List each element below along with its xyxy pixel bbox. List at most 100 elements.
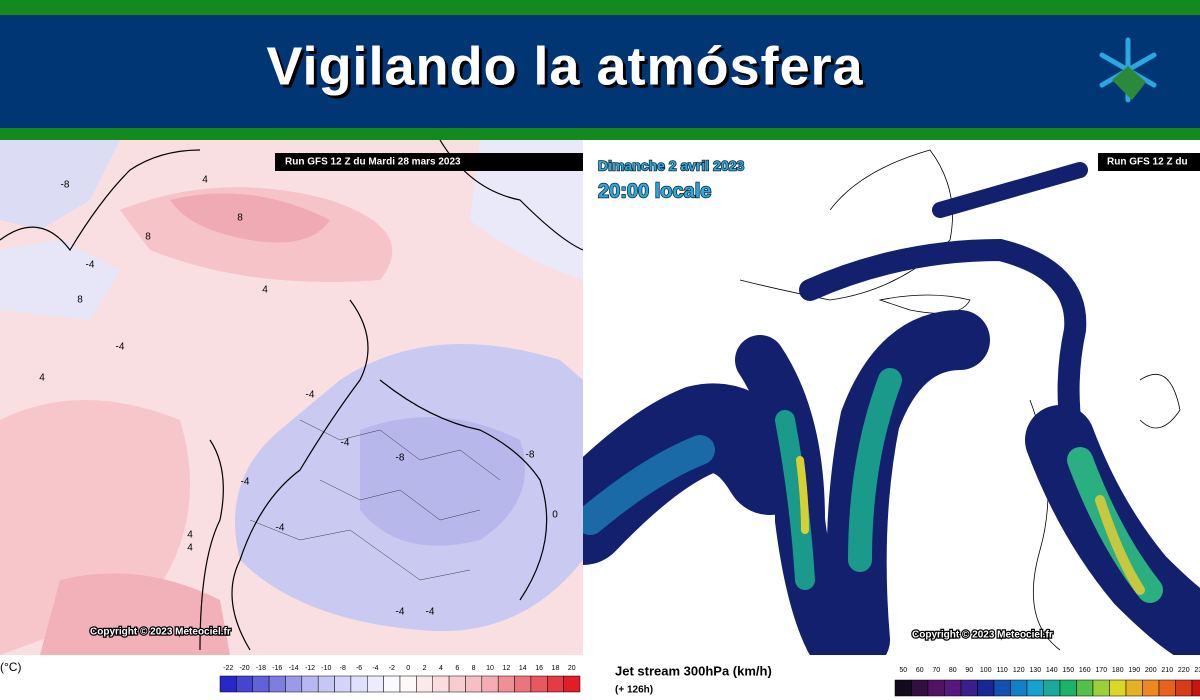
scale-label: 110 <box>997 667 1008 674</box>
temperature-map <box>0 140 583 655</box>
banner-title: Vigilando la atmósfera <box>266 36 863 96</box>
run-label: Run GFS 12 Z du Mardi 28 mars 2023 <box>285 157 461 168</box>
scale-cell <box>944 679 962 697</box>
scale-cell <box>317 675 335 693</box>
contour-label: 8 <box>77 295 83 306</box>
scale-label: 140 <box>1046 667 1058 674</box>
scale-cell <box>1010 679 1028 697</box>
contour-label: 8 <box>145 232 151 243</box>
scale-label: 80 <box>949 667 957 674</box>
scale-label: -4 <box>372 665 378 672</box>
scale-cell <box>1125 679 1143 697</box>
scale-cell <box>1158 679 1176 697</box>
contour-label: 4 <box>187 530 193 541</box>
scale-label: 190 <box>1128 667 1140 674</box>
scale-label: 14 <box>519 665 527 672</box>
scale-label: 130 <box>1029 667 1041 674</box>
scale-label: 90 <box>965 667 973 674</box>
contour-labels: -8 4 8 8 -4 4 8 -4 4 -4 -8 -4 -4 -4 4 4 -8 0 -4 -4 <box>39 175 558 618</box>
scale-cell <box>432 675 450 693</box>
scale-cell <box>1076 679 1094 697</box>
scale-cell <box>268 675 286 693</box>
scale-cell <box>1043 679 1061 697</box>
scale-cell <box>285 675 303 693</box>
scale-label: 8 <box>472 665 476 672</box>
scale-cell <box>1142 679 1160 697</box>
scale-cell <box>252 675 270 693</box>
unit-label: (°C) <box>0 660 21 674</box>
scale-label: -8 <box>340 665 346 672</box>
legend-title: Jet stream 300hPa (km/h) <box>615 663 772 678</box>
scale-label: 220 <box>1178 667 1190 674</box>
contour-label: -4 <box>426 607 435 618</box>
scale-cell <box>977 679 995 697</box>
jet-scale: 50 60 70 80 90 100 110 120 130 140 150 160 170 180 190… <box>894 667 1200 697</box>
scale-cell <box>911 679 929 697</box>
contour-label: -4 <box>396 607 405 618</box>
scale-cell <box>399 675 417 693</box>
scale-cell <box>481 675 499 693</box>
scale-label: 4 <box>439 665 443 672</box>
scale-cell <box>1026 679 1044 697</box>
scale-cell <box>367 675 384 693</box>
scale-cell <box>514 675 532 693</box>
scale-cell <box>1109 679 1127 697</box>
scale-label: -16 <box>272 665 282 672</box>
banner-stripe <box>0 0 1200 15</box>
copyright: Copyright © 2023 Meteociel.fr <box>912 630 1053 641</box>
scale-label: 200 <box>1145 667 1157 674</box>
scale-label: -12 <box>305 665 315 672</box>
scale-cell <box>416 675 433 693</box>
scale-label: 230 <box>1194 667 1200 674</box>
scale-label: 18 <box>552 665 560 672</box>
scale-label: 150 <box>1062 667 1074 674</box>
scale-label: 180 <box>1112 667 1124 674</box>
forecast-offset: (+ 126h) <box>615 685 653 696</box>
scale-cell <box>960 679 978 697</box>
scale-label: -2 <box>389 665 395 672</box>
scale-cell <box>301 675 319 693</box>
contour-label: -8 <box>61 180 70 191</box>
scale-label: 20 <box>568 665 576 672</box>
contour-label: 8 <box>237 213 243 224</box>
scale-label: 160 <box>1079 667 1091 674</box>
temperature-scale: -22 -20 -18 -16 -14 -12 -10 -8 -6 -4 -2 0 2 4 6 8 10 12 14… <box>219 665 581 693</box>
run-label-box <box>1098 153 1200 171</box>
forecast-time: 20:00 locale <box>598 180 711 202</box>
scale-label: 16 <box>535 665 543 672</box>
scale-cell <box>1092 679 1110 697</box>
contour-label: -4 <box>241 477 250 488</box>
scale-label: 0 <box>406 665 410 672</box>
contour-label: -4 <box>306 390 315 401</box>
scale-cell <box>993 679 1011 697</box>
scale-cell <box>219 675 237 693</box>
scale-cell <box>927 679 945 697</box>
scale-label: 6 <box>455 665 459 672</box>
scale-cell <box>236 675 253 693</box>
contour-label: -8 <box>526 450 535 461</box>
scale-label: -10 <box>321 665 331 672</box>
scale-label: -14 <box>289 665 299 672</box>
scale-cell <box>334 675 352 693</box>
run-label-box <box>275 153 585 171</box>
scale-label: -6 <box>356 665 362 672</box>
scale-label: 70 <box>932 667 940 674</box>
scale-label: 50 <box>899 667 907 674</box>
contour-label: -4 <box>341 438 350 449</box>
scale-label: -20 <box>239 665 249 672</box>
contour-label: -8 <box>396 453 405 464</box>
scale-label: -18 <box>256 665 266 672</box>
copyright: Copyright © 2023 Meteociel.fr <box>90 627 231 638</box>
scale-cell <box>1191 679 1200 697</box>
scale-label: 2 <box>423 665 427 672</box>
scale-label: 170 <box>1095 667 1107 674</box>
scale-label: 60 <box>916 667 924 674</box>
scale-cell <box>350 675 368 693</box>
logo <box>1099 37 1157 103</box>
contour-label: -4 <box>86 260 95 271</box>
scale-cell <box>1175 679 1193 697</box>
banner <box>0 15 1200 128</box>
scale-label: 120 <box>1013 667 1025 674</box>
